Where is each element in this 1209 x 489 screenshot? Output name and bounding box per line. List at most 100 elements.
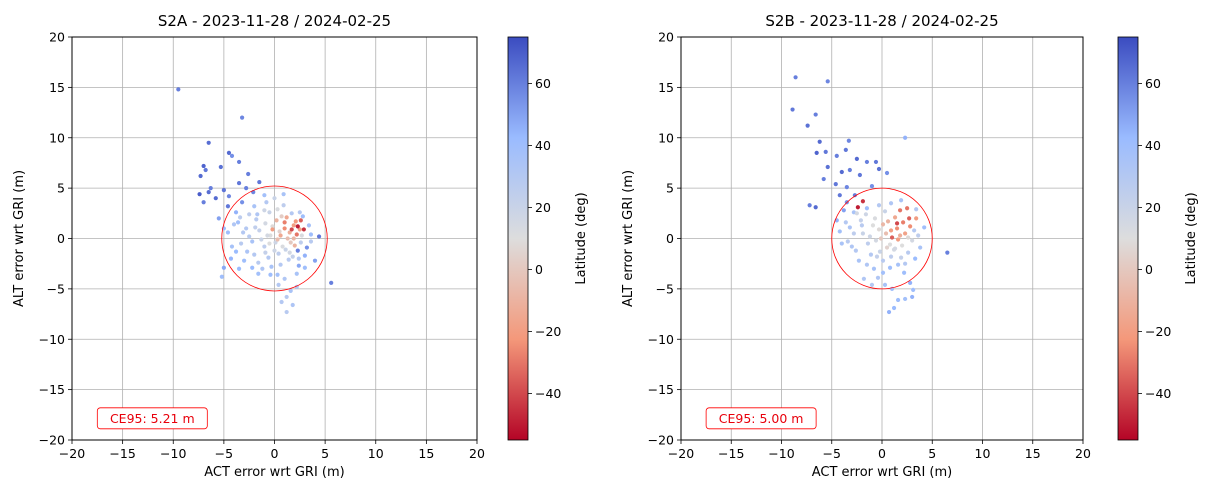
scatter-point <box>231 222 237 227</box>
scatter-point <box>277 229 282 234</box>
scatter-point <box>905 206 910 211</box>
scatter-point <box>252 252 257 257</box>
scatter-point <box>847 225 852 230</box>
scatter-point <box>913 256 918 261</box>
colorbar <box>507 36 529 441</box>
scatter-point <box>823 149 828 154</box>
scatter-point <box>887 242 893 247</box>
scatter-point <box>912 228 917 233</box>
scatter-point <box>877 249 883 254</box>
scatter-point <box>863 212 869 217</box>
scatter-point <box>299 233 304 238</box>
scatter-point <box>233 210 239 215</box>
scatter-point <box>910 294 915 300</box>
scatter-point <box>208 186 213 191</box>
colorbar-tick-label: 60 <box>535 76 551 91</box>
scatter-point <box>861 276 867 281</box>
scatter-point <box>296 263 301 268</box>
scatter-point <box>238 241 244 246</box>
scatter-point <box>300 214 305 219</box>
scatter-point <box>270 224 275 229</box>
y-tick-label: 15 <box>658 80 674 95</box>
scatter-point <box>201 200 206 205</box>
scatter-point <box>839 241 844 246</box>
scatter-point <box>805 123 810 128</box>
scatter-point <box>263 221 268 226</box>
scatter-point <box>308 239 314 244</box>
colorbar-tick-label: −20 <box>535 324 561 339</box>
scatter-point <box>289 227 294 232</box>
scatter-point <box>903 296 908 302</box>
scatter-point <box>268 272 273 277</box>
x-tick-label: −15 <box>718 446 744 461</box>
scatter-point <box>241 230 246 235</box>
colorbar-tick-label: 0 <box>535 262 543 277</box>
scatter-point <box>889 235 895 240</box>
scatter-point <box>267 210 272 215</box>
scatter-point <box>897 208 903 213</box>
colorbar-tick-label: 0 <box>1145 262 1153 277</box>
scatter-point <box>903 261 908 266</box>
scatter-point <box>880 258 886 263</box>
scatter-point <box>262 208 267 213</box>
scatter-point <box>216 216 221 221</box>
scatter-point <box>916 233 921 238</box>
scatter-point <box>312 258 318 263</box>
scatter-point <box>901 220 906 225</box>
scatter-point <box>262 244 267 249</box>
x-tick-label: −10 <box>768 446 794 461</box>
scatter-point <box>221 265 226 270</box>
scatter-point <box>269 264 274 269</box>
scatter-point <box>894 221 900 226</box>
scatter-point <box>914 207 919 212</box>
scatter-point <box>284 215 289 220</box>
scatter-point <box>302 253 307 258</box>
scatter-point <box>257 228 262 233</box>
scatter-point <box>235 220 241 225</box>
scatter-point <box>854 156 859 162</box>
scatter-point <box>868 252 874 257</box>
scatter-point <box>247 212 252 217</box>
scatter-point <box>908 280 913 285</box>
scatter-point <box>884 245 890 250</box>
scatter-point <box>286 257 291 262</box>
scatter-point <box>888 228 894 233</box>
scatter-point <box>228 256 234 261</box>
scatter-point <box>894 226 900 231</box>
x-tick-label: −15 <box>109 446 135 461</box>
scatter-point <box>302 265 307 270</box>
scatter-point <box>287 230 292 235</box>
y-axis-label: ALT error wrt GRI (m) <box>621 170 636 307</box>
scatter-point <box>860 199 866 204</box>
scatter-point <box>316 234 322 239</box>
scatter-point <box>287 250 292 255</box>
y-tick-label: −15 <box>39 382 65 397</box>
colorbar <box>1117 36 1139 441</box>
scatter-point <box>888 254 894 259</box>
scatter-point <box>274 218 279 223</box>
scatter-point <box>817 139 822 144</box>
scatter-point <box>229 244 235 249</box>
scatter-point <box>268 233 273 238</box>
colorbar-label: Latitude (deg) <box>1184 192 1199 284</box>
colorbar-tick-label: 40 <box>535 138 551 153</box>
scatter-point <box>240 200 245 205</box>
scatter-point <box>907 216 912 221</box>
scatter-point <box>880 222 886 227</box>
x-tick-label: 10 <box>975 446 991 461</box>
chart-s2b: −20 −15 −10 −5 0 5 10 15 20 20 15 10 5 0 −5 −10 −15 −20 S2… <box>621 12 1199 480</box>
scatter-point <box>869 282 875 287</box>
colorbar-tick-label: −20 <box>1145 324 1171 339</box>
scatter-point <box>254 217 259 222</box>
scatter-point <box>859 223 865 228</box>
x-tick-label: 15 <box>418 446 434 461</box>
x-tick-label: −5 <box>215 446 233 461</box>
x-tick-label: −20 <box>668 446 694 461</box>
colorbar-tick-label: 60 <box>1145 76 1161 91</box>
scatter-point <box>225 204 231 209</box>
scatter-point <box>226 150 232 155</box>
scatter-point <box>895 237 901 242</box>
scatter-point <box>846 138 851 143</box>
y-tick-label: 15 <box>49 80 65 95</box>
scatter-point <box>229 153 235 158</box>
